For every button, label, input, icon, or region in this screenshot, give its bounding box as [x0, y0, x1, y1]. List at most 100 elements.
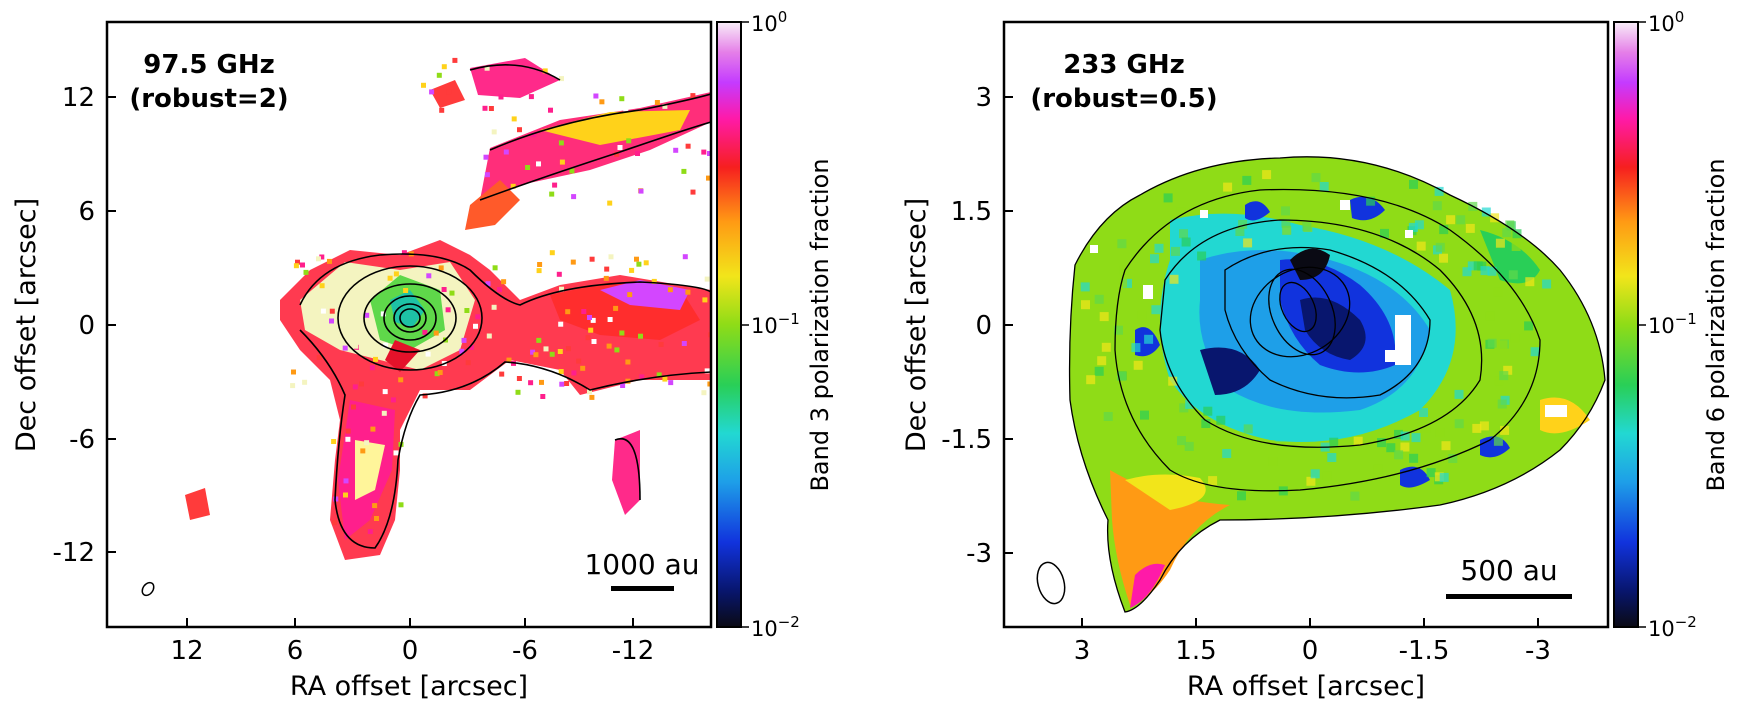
- speckle-pixel: [332, 520, 338, 526]
- speckle-pixel: [1163, 193, 1173, 203]
- speckle-pixel: [1380, 228, 1389, 238]
- speckle-pixel: [1446, 215, 1456, 225]
- speckle-pixel: [1377, 438, 1386, 448]
- speckle-pixel: [1485, 311, 1495, 321]
- speckle-pixel: [491, 129, 497, 135]
- speckle-pixel: [531, 132, 537, 138]
- speckle-pixel: [422, 329, 428, 335]
- speckle-pixel: [1524, 321, 1534, 331]
- speckle-pixel: [559, 159, 565, 165]
- speckle-pixel: [626, 138, 632, 144]
- speckle-pixel: [585, 335, 591, 341]
- speckle-pixel: [475, 314, 481, 320]
- speckle-pixel: [593, 93, 599, 99]
- speckle-pixel: [548, 107, 553, 113]
- right-x-axis-label: RA offset [arcsec]: [1187, 671, 1425, 702]
- speckle-pixel: [1117, 239, 1127, 249]
- speckle-pixel: [701, 390, 707, 396]
- speckle-pixel: [1409, 453, 1419, 463]
- speckle-pixel: [539, 379, 544, 385]
- speckle-pixel: [558, 369, 564, 374]
- left-y-tick-label: 12: [62, 83, 95, 113]
- speckle-pixel: [511, 116, 517, 122]
- right-x-tick-label: 1.5: [1175, 636, 1216, 666]
- speckle-pixel: [464, 308, 470, 313]
- speckle-pixel: [570, 259, 576, 265]
- speckle-pixel: [510, 183, 516, 189]
- speckle-pixel: [590, 317, 596, 323]
- speckle-pixel: [1150, 254, 1159, 264]
- speckle-pixel: [1099, 312, 1109, 322]
- speckle-pixel: [499, 371, 505, 377]
- speckle-pixel: [1281, 206, 1290, 216]
- speckle-pixel: [1311, 173, 1321, 183]
- speckle-pixel: [1137, 310, 1147, 320]
- speckle-pixel: [1177, 436, 1186, 446]
- speckle-pixel: [488, 106, 494, 111]
- right-colorbar-tick-label: 10−1: [1648, 310, 1697, 338]
- speckle-pixel: [1154, 243, 1164, 253]
- speckle-pixel: [634, 256, 639, 262]
- speckle-pixel: [421, 82, 426, 88]
- speckle-pixel: [1140, 410, 1149, 420]
- speckle-pixel: [320, 308, 326, 314]
- speckle-pixel: [434, 371, 440, 377]
- left-x-tick-label: 12: [170, 636, 203, 666]
- speckle-pixel: [1322, 471, 1332, 481]
- speckle-pixel: [1439, 253, 1448, 263]
- speckle-pixel: [1237, 491, 1246, 501]
- speckle-pixel: [343, 492, 348, 498]
- speckle-pixel: [1421, 424, 1431, 433]
- speckle-pixel: [1197, 251, 1207, 261]
- speckle-pixel: [545, 382, 551, 388]
- speckle-pixel: [1243, 238, 1253, 248]
- right-x-tick-label: -1.5: [1399, 636, 1450, 666]
- speckle-pixel: [327, 258, 332, 264]
- speckle-pixel: [368, 281, 374, 287]
- speckle-pixel: [295, 259, 300, 265]
- speckle-pixel: [559, 286, 564, 292]
- speckle-pixel: [398, 377, 404, 383]
- speckle-pixel: [1465, 223, 1475, 233]
- speckle-pixel: [658, 341, 664, 347]
- speckle-pixel: [1281, 218, 1291, 228]
- speckle-pixel: [576, 358, 582, 364]
- speckle-pixel: [1434, 186, 1444, 196]
- speckle-pixel: [359, 381, 364, 387]
- speckle-pixel: [681, 341, 687, 346]
- speckle-pixel: [1133, 360, 1143, 370]
- right-colorbar: [1613, 21, 1639, 628]
- speckle-pixel: [1472, 423, 1482, 433]
- speckle-pixel: [445, 307, 451, 313]
- speckle-pixel: [290, 383, 296, 389]
- speckle-pixel: [706, 175, 711, 181]
- speckle-pixel: [329, 308, 335, 314]
- speckle-pixel: [635, 151, 640, 156]
- speckle-pixel: [704, 276, 710, 282]
- speckle-pixel: [1503, 365, 1513, 375]
- speckle-pixel: [614, 151, 620, 157]
- speckle-pixel: [1493, 436, 1503, 446]
- right-panel: 500 au 233 GHz (robust=0.5) 3 1.5 0 -1.5…: [901, 8, 1730, 702]
- speckle-pixel: [707, 381, 711, 387]
- speckle-pixel: [571, 370, 577, 376]
- speckle-pixel: [499, 124, 504, 130]
- speckle-pixel: [571, 194, 577, 200]
- right-intensity-contours: [1068, 156, 1606, 613]
- speckle-pixel: [1495, 238, 1505, 248]
- speckle-pixel: [303, 269, 309, 275]
- speckle-pixel: [465, 360, 471, 366]
- speckle-pixel: [1505, 220, 1515, 230]
- speckle-pixel: [1144, 334, 1154, 344]
- speckle-pixel: [525, 165, 531, 170]
- speckle-pixel: [1510, 333, 1520, 343]
- speckle-pixel: [1185, 399, 1195, 409]
- speckle-pixel: [1203, 406, 1213, 416]
- right-y-tick-label: 3: [975, 83, 992, 113]
- speckle-pixel: [1435, 242, 1445, 252]
- left-scale-bar-label: 1000 au: [584, 548, 699, 581]
- speckle-pixel: [1542, 279, 1552, 289]
- left-y-tick-label: -12: [53, 538, 95, 568]
- speckle-pixel: [351, 404, 356, 410]
- speckle-pixel: [370, 426, 376, 432]
